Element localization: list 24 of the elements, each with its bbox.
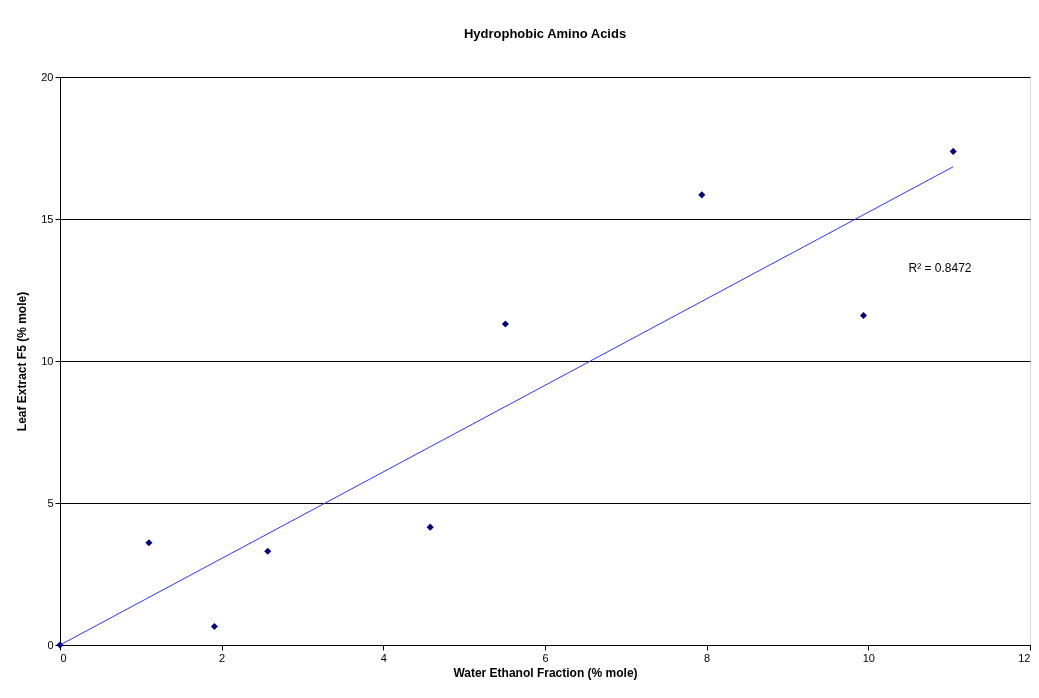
annotation: R² = 0.8472 — [908, 261, 972, 275]
point — [264, 547, 272, 555]
y-tick-label: 15 — [41, 212, 54, 225]
point — [698, 191, 706, 199]
y-tick-label: 10 — [41, 354, 54, 367]
x-axis-title: Water Ethanol Fraction (% mole) — [453, 665, 638, 680]
x-tick-label: 6 — [542, 651, 549, 664]
y-tick-label: 20 — [41, 70, 54, 83]
x-tick-label: 12 — [1018, 651, 1031, 664]
x-tick-label: 8 — [704, 651, 711, 664]
y-axis-title: Leaf Extract F5 (% mole) — [15, 291, 30, 432]
chart-title: Hydrophobic Amino Acids — [463, 26, 627, 41]
x-tick-label: 10 — [862, 651, 875, 664]
point — [949, 147, 957, 155]
x-tick-label: 4 — [380, 651, 387, 664]
y-tick-label: 0 — [47, 638, 54, 651]
x-tick-label: 2 — [219, 651, 226, 664]
x-tick-label: 0 — [60, 651, 67, 664]
point — [501, 320, 509, 328]
y-tick-label: 5 — [47, 496, 54, 509]
point — [426, 523, 434, 531]
point — [859, 312, 868, 320]
point — [210, 623, 218, 631]
point — [145, 539, 153, 547]
